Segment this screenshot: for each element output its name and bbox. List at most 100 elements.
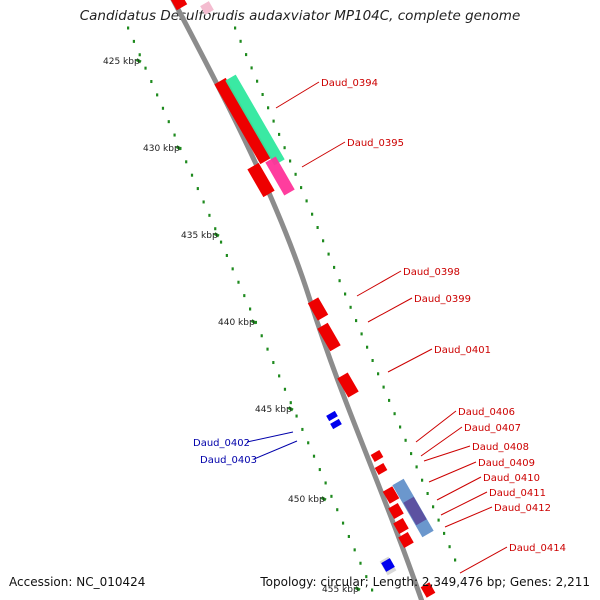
gene-daud-0399 [317,322,341,352]
track-tick [243,294,246,298]
track-tick [454,558,457,562]
gene-daud-0407 [374,463,388,475]
track-tick [305,199,308,203]
track-tick [311,212,314,216]
gene-leader-line [253,440,298,460]
track-tick [196,187,199,191]
gene-label: Daud_0395 [347,138,404,149]
track-tick [353,548,356,552]
track-tick [156,93,159,97]
gene-label: Daud_0406 [458,407,515,418]
track-tick [301,427,304,431]
feature-magenta-block [265,156,295,196]
feature-purple-block [403,496,427,526]
major-tick [250,319,257,325]
track-tick [239,39,242,43]
track-tick [234,26,237,30]
gene-label: Daud_0409 [478,458,535,469]
track-tick [127,26,130,30]
track-tick [333,265,336,269]
track-tick [366,345,369,349]
gene-leader-line [275,81,320,109]
gene-label: Daud_0414 [509,543,566,554]
genome-summary-text: Topology: circular; Length: 2,349,476 bp… [260,575,590,589]
track-tick [388,398,391,402]
track-tick [377,372,380,376]
track-tick [307,441,310,445]
gene-reverse-bottom [381,558,395,572]
track-tick [278,374,281,378]
gene-leader-line [387,348,433,373]
track-tick [365,575,368,579]
track-tick [289,159,292,163]
feature-pink-top [200,1,214,15]
track-tick [415,465,418,469]
scale-label: 425 kbp [103,57,140,67]
track-tick [208,213,211,217]
track-tick [312,454,316,458]
gene-label: Daud_0399 [414,294,471,305]
track-tick [318,468,321,472]
track-tick [283,146,286,150]
gene-daud-0412 [398,532,414,548]
track-tick [359,561,362,565]
gene-daud-0409 [382,486,400,504]
track-tick [294,172,297,176]
track-tick [448,545,451,549]
track-tick [266,347,269,351]
major-tick [354,586,361,592]
track-tick [316,226,319,229]
feature-green-block [225,74,285,166]
gene-leader-line [367,297,413,323]
gene-label: Daud_0408 [472,442,529,453]
track-tick [349,305,352,309]
major-tick [320,496,327,502]
track-tick [426,492,429,495]
track-tick [260,334,263,338]
track-tick [173,133,176,137]
gene-label: Daud_0403 [200,455,257,466]
track-tick [336,508,339,512]
major-tick [213,232,220,238]
accession-text: Accession: NC_010424 [9,575,146,589]
track-tick [249,307,252,311]
track-tick [410,452,413,456]
track-tick [432,505,435,509]
genome-title: Candidatus Desulforudis audaxviator MP10… [79,8,521,24]
track-tick [437,518,440,522]
track-tick [250,66,253,70]
track-tick [393,412,396,416]
track-tick [404,438,407,442]
track-tick [185,160,188,164]
scale-label: 455 kbp [322,585,359,595]
track-tick [382,385,385,389]
gene-label: Daud_0398 [403,267,460,278]
gene-leader-line [301,141,346,168]
track-tick [237,280,240,284]
track-tick [371,588,374,592]
gene-leader-line [420,426,463,457]
track-tick [322,239,325,243]
gene-leader-line [415,410,457,443]
track-tick [267,106,270,110]
track-tick [256,79,259,83]
gene-daud-0398 [307,297,329,321]
gene-leader-line [444,506,493,528]
track-tick [261,93,264,96]
track-tick [138,53,141,57]
genome-backbone [170,0,425,600]
gene-leader-line [440,491,488,516]
gene-label: Daud_0412 [494,503,551,514]
track-tick [231,267,234,271]
track-tick [214,227,217,231]
track-tick [272,119,275,123]
track-tick [443,531,446,535]
gene-leader-line [459,546,508,574]
track-tick [371,359,374,362]
track-tick [330,494,333,498]
scale-label: 430 kbp [143,144,180,154]
outer-tick-track [234,26,457,562]
gene-daud-0411 [393,518,409,534]
gene-label: Daud_0401 [434,345,491,356]
